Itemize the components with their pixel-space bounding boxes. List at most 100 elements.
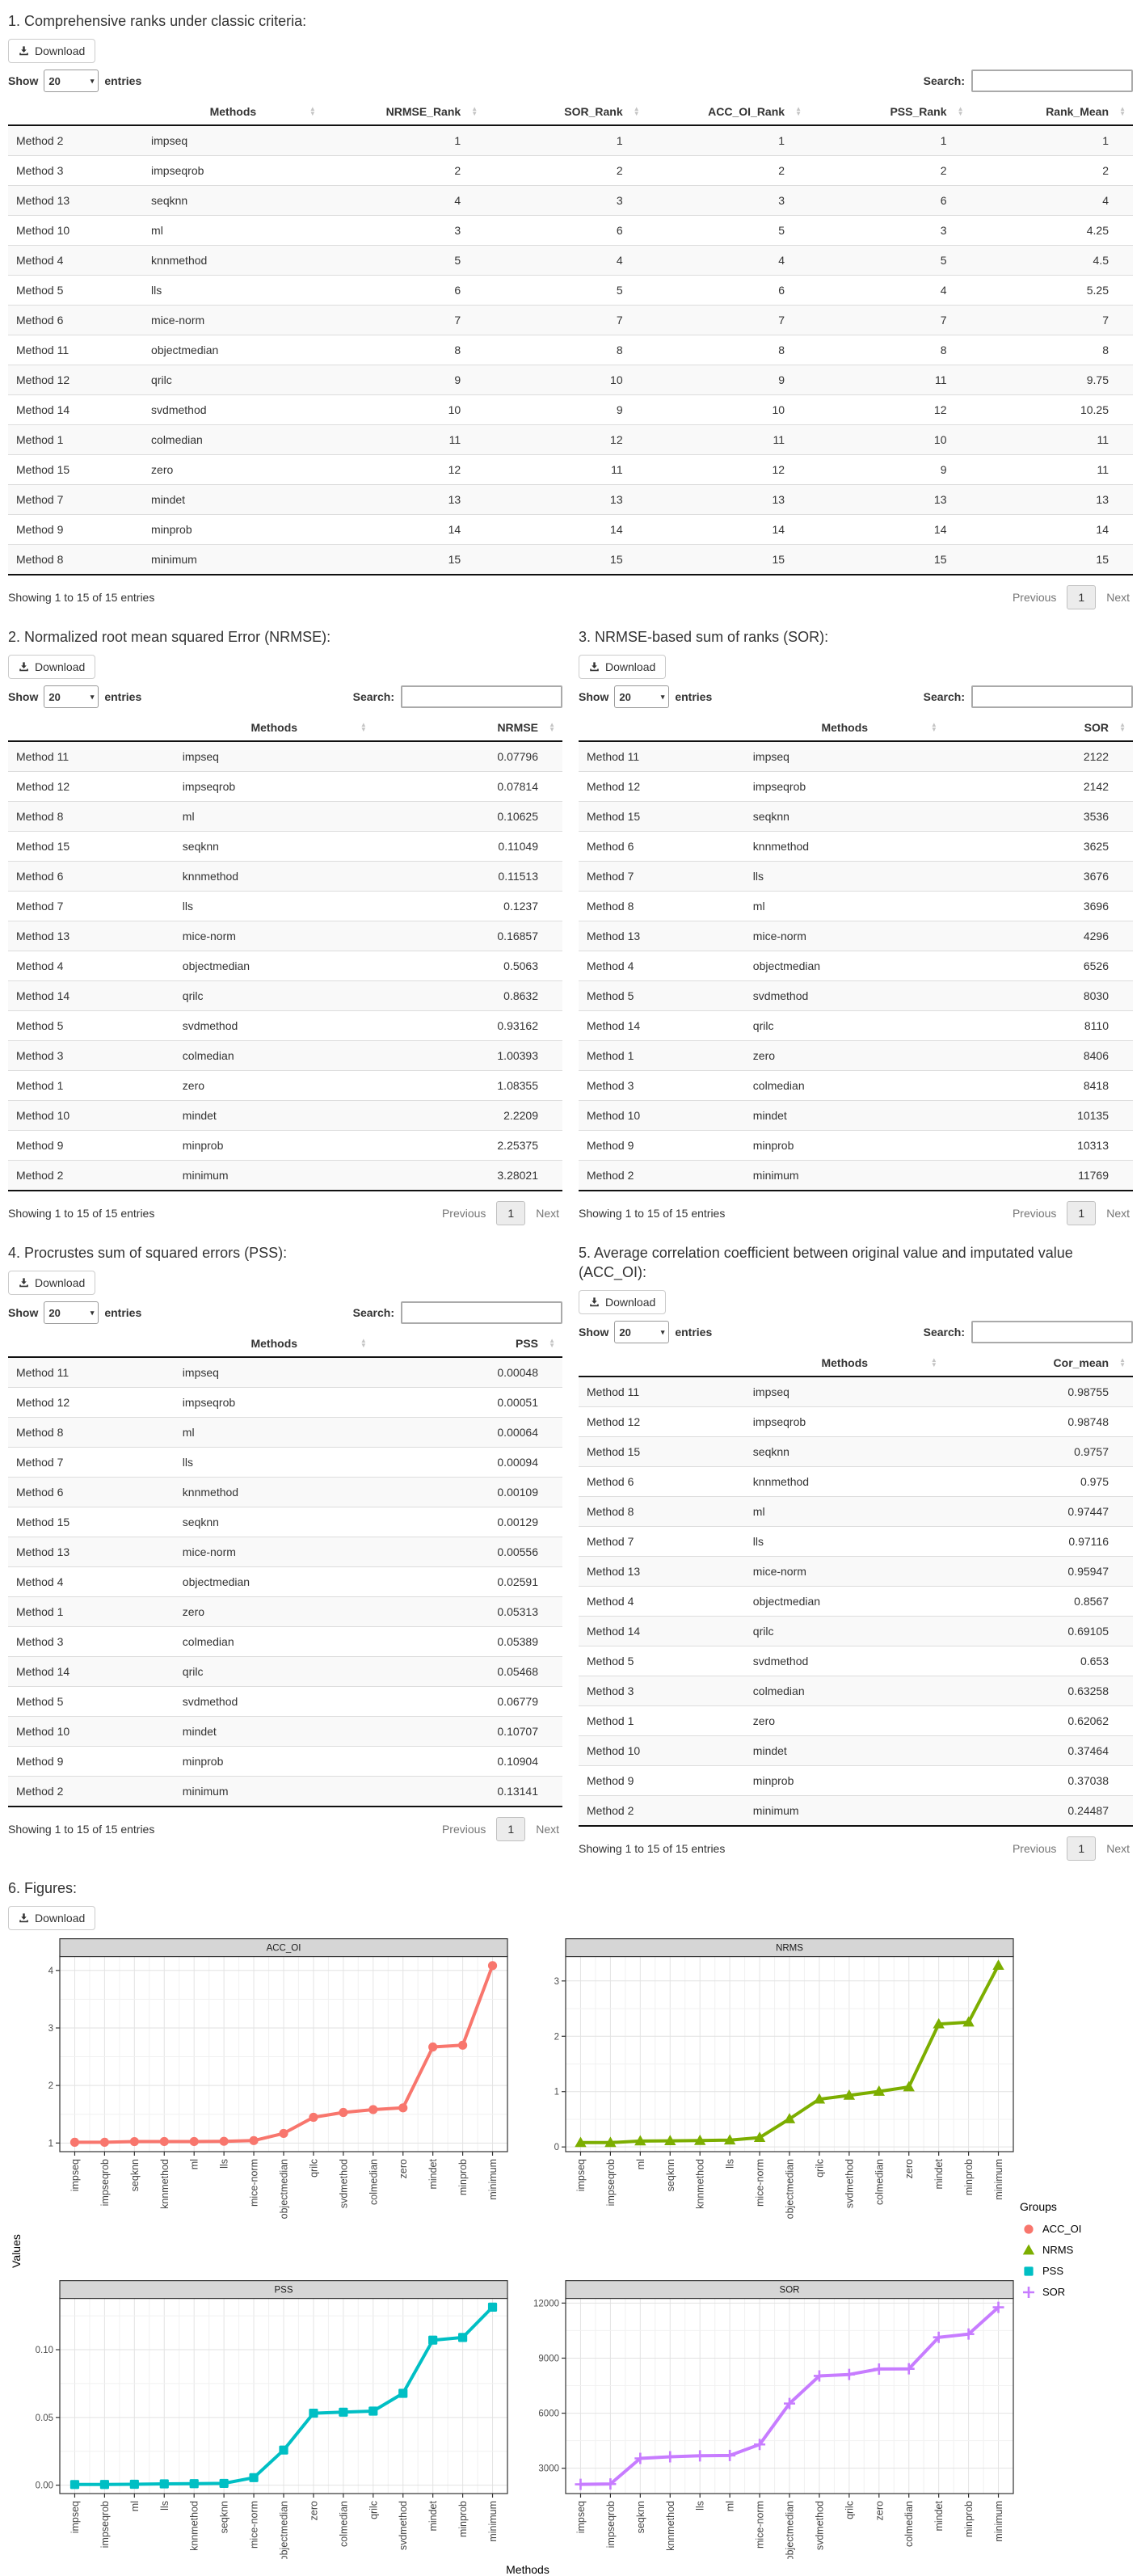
method-cell: lls [744,1526,945,1557]
value-cell: 5 [322,245,486,276]
table-footer: Showing 1 to 15 of 15 entries Previous 1… [579,1201,1133,1225]
previous-button[interactable]: Previous [1012,1207,1057,1220]
page-1-button[interactable]: 1 [1067,1201,1097,1225]
table-row: Method 5 svdmethod 0.93162 [8,1010,562,1041]
svg-text:impseqrob: impseqrob [605,2501,617,2548]
column-header-ACC_OI_Rank[interactable]: ACC_OI_Rank ▲ ▼ [646,99,810,126]
column-header-PSS[interactable]: PSS ▲ ▼ [373,1330,562,1358]
page-1-button[interactable]: 1 [496,1817,526,1841]
page-length-select[interactable]: 20 ▾ [614,1321,670,1343]
value-cell: 13 [485,484,647,515]
section-title: 4. Procrustes sum of squared errors (PSS… [8,1245,288,1261]
search-input[interactable] [401,1301,562,1324]
value-cell: 0.06779 [373,1686,562,1717]
value-cell: 2122 [944,740,1133,772]
table-row: Method 8 ml 0.10625 [8,801,562,832]
search-input[interactable] [401,685,562,708]
value-cell: 9 [809,454,971,485]
row-name-cell: Method 14 [579,1010,745,1041]
value-cell: 0.13141 [373,1776,562,1807]
previous-button[interactable]: Previous [441,1207,486,1220]
page-length-select[interactable]: 20 ▾ [44,1301,99,1324]
next-button[interactable]: Next [1106,1207,1130,1220]
download-button[interactable]: Download [8,39,96,63]
value-cell: 8418 [944,1070,1133,1101]
table-row: Method 1 zero 0.05313 [8,1596,562,1627]
search-input[interactable] [971,70,1133,92]
method-cell: seqknn [174,831,374,862]
pagination: Previous 1 Next [1009,585,1133,609]
table-row: Method 13 mice-norm 0.95947 [579,1556,1133,1587]
download-icon [19,1277,29,1288]
next-button[interactable]: Next [1106,1842,1130,1855]
show-label: Show [579,1326,609,1339]
figure-panel-ACC_OI: ACC_OI 1 2 3 4 impseq impseqrob seqknn knnmethod… [48,1938,508,2219]
next-button[interactable]: Next [1106,591,1130,604]
value-cell: 3.28021 [373,1160,562,1191]
value-cell: 9 [646,365,810,395]
page-length-select[interactable]: 20 ▾ [44,685,99,708]
row-name-cell: Method 11 [579,740,745,772]
column-header-NRMSE[interactable]: NRMSE ▲ ▼ [373,715,562,742]
download-button[interactable]: Download [8,655,96,679]
caret-down-icon: ▾ [90,692,95,701]
show-label: Show [8,690,39,703]
table-row: Method 1 zero 0.62062 [579,1705,1133,1736]
page-1-button[interactable]: 1 [496,1201,526,1225]
column-header-Methods[interactable]: Methods ▲ ▼ [744,715,945,742]
sort-icon: ▲ ▼ [633,105,640,117]
method-cell: seqknn [174,1507,374,1537]
table-row: Method 9 minprob 2.25375 [8,1130,562,1161]
page-length-select[interactable]: 20 ▾ [614,685,670,708]
table-row: Method 7 lls 0.97116 [579,1526,1133,1557]
value-cell: 11 [970,454,1133,485]
next-button[interactable]: Next [536,1207,559,1220]
table-row: Method 7 lls 0.00094 [8,1447,562,1478]
next-button[interactable]: Next [536,1823,559,1836]
row-name-cell: Method 10 [8,1100,175,1131]
entries-label: entries [104,690,142,703]
download-button[interactable]: Download [8,1271,96,1295]
search-label: Search: [352,690,394,703]
row-name-cell: Method 3 [8,155,144,186]
table-row: Method 10 mindet 2.2209 [8,1100,562,1131]
row-name-cell: Method 9 [8,514,144,545]
row-name-cell: Method 5 [8,1010,175,1041]
show-entries: Show 20 ▾ entries [579,685,712,708]
download-button[interactable]: Download [579,655,667,679]
search-input[interactable] [971,685,1133,708]
column-header-Cor_mean[interactable]: Cor_mean ▲ ▼ [944,1350,1133,1377]
column-header-Methods[interactable]: Methods ▲ ▼ [143,99,323,126]
column-header-Methods[interactable]: Methods ▲ ▼ [174,1330,374,1358]
download-button[interactable]: Download [579,1290,667,1314]
svg-text:seqknn: seqknn [129,2159,141,2191]
method-cell: minimum [174,1160,374,1191]
page-1-button[interactable]: 1 [1067,1836,1097,1861]
value-cell: 0.97116 [944,1526,1133,1557]
row-name-cell: Method 13 [579,1556,745,1587]
svg-text:objectmedian: objectmedian [785,2159,796,2219]
column-header-Methods[interactable]: Methods ▲ ▼ [174,715,374,742]
column-header-PSS_Rank[interactable]: PSS_Rank ▲ ▼ [809,99,971,126]
previous-button[interactable]: Previous [441,1823,486,1836]
column-header-Rank_Mean[interactable]: Rank_Mean ▲ ▼ [970,99,1133,126]
search-input[interactable] [971,1321,1133,1343]
sort-icon: ▲ ▼ [309,105,316,117]
value-cell: 5.25 [970,275,1133,306]
value-cell: 3696 [944,891,1133,921]
method-cell: minimum [174,1776,374,1807]
method-cell: colmedian [174,1626,374,1657]
column-header-SOR_Rank[interactable]: SOR_Rank ▲ ▼ [485,99,647,126]
previous-button[interactable]: Previous [1012,591,1057,604]
page-1-button[interactable]: 1 [1067,585,1097,609]
value-cell: 8 [646,335,810,365]
table-row: Method 8 ml 0.97447 [579,1496,1133,1527]
download-button[interactable]: Download [8,1906,96,1930]
page-length-select[interactable]: 20 ▾ [44,70,99,92]
sort-icon: ▲ ▼ [1119,1356,1126,1368]
column-header-Methods[interactable]: Methods ▲ ▼ [744,1350,945,1377]
previous-button[interactable]: Previous [1012,1842,1057,1855]
column-header-SOR[interactable]: SOR ▲ ▼ [944,715,1133,742]
column-header-NRMSE_Rank[interactable]: NRMSE_Rank ▲ ▼ [322,99,486,126]
